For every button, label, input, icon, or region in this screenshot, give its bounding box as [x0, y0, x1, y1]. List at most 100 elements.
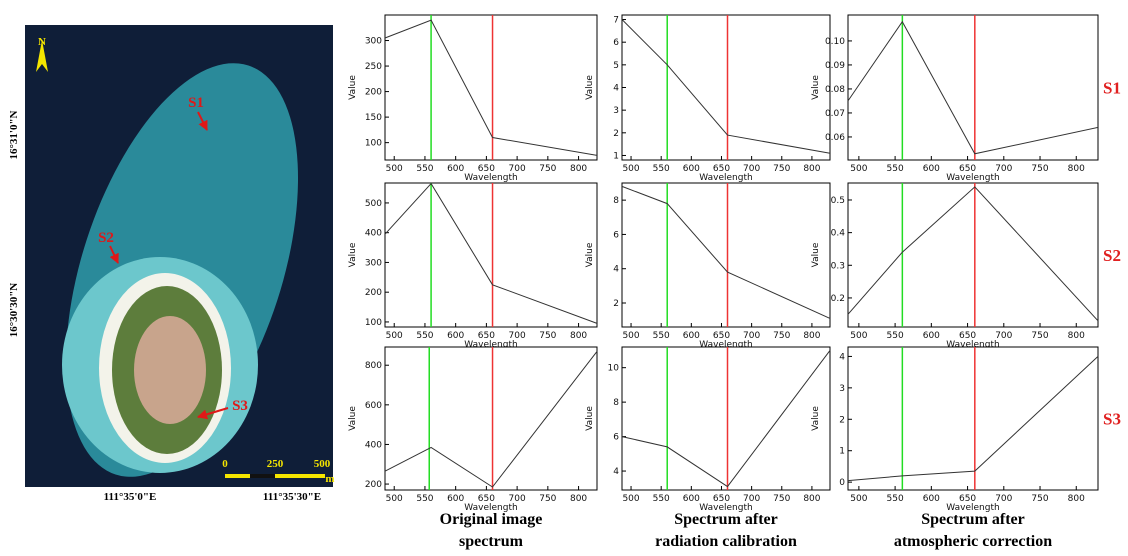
x-tick-label: 600 [923, 164, 940, 174]
x-tick-label: 650 [478, 164, 495, 174]
spectrum-line [847, 186, 1099, 322]
column-title: Original image [440, 511, 543, 528]
lat-label: 16°30'30"N [8, 283, 20, 338]
x-tick-label: 550 [887, 331, 904, 341]
x-tick-label: 750 [1031, 331, 1048, 341]
x-tick-label: 750 [1031, 494, 1048, 504]
y-tick-label: 0.2 [831, 294, 845, 304]
north-label: N [38, 36, 46, 48]
plot-frame [621, 346, 831, 491]
x-tick-label: 700 [995, 164, 1012, 174]
spectrum-line [621, 185, 831, 319]
arrow [197, 111, 208, 131]
lon-label: 111°35'0"E [104, 491, 157, 503]
x-tick-label: 750 [539, 494, 556, 504]
x-axis-label: Wavelength [946, 173, 999, 183]
y-tick-label: 300 [365, 258, 382, 268]
x-tick-label: 600 [923, 494, 940, 504]
x-tick-label: 550 [416, 494, 433, 504]
y-tick-label: 800 [365, 361, 382, 371]
y-tick-label: 5 [613, 61, 619, 71]
column-title: Spectrum after [921, 511, 1025, 528]
x-tick-label: 600 [683, 331, 700, 341]
column-title: atmospheric correction [894, 533, 1052, 550]
y-axis-label: Value [811, 75, 821, 100]
y-tick-label: 1 [839, 447, 845, 457]
y-tick-label: 300 [365, 37, 382, 47]
island-center [134, 316, 206, 424]
spectrum-line [384, 351, 598, 488]
plot-frame [384, 182, 598, 328]
y-tick-label: 1 [613, 151, 619, 161]
x-tick-label: 500 [850, 164, 867, 174]
x-tick-label: 600 [447, 164, 464, 174]
x-tick-label: 550 [653, 164, 670, 174]
y-tick-label: 8 [613, 196, 619, 206]
y-tick-label: 0.10 [825, 37, 845, 47]
x-tick-label: 500 [622, 164, 639, 174]
x-tick-label: 700 [743, 164, 760, 174]
x-tick-label: 700 [743, 331, 760, 341]
plot-frame [847, 346, 1099, 491]
lon-label: 111°35'30"E [263, 491, 321, 503]
x-tick-label: 800 [1068, 494, 1085, 504]
x-tick-label: 550 [416, 331, 433, 341]
scale-bar [275, 474, 325, 478]
x-tick-label: 500 [622, 331, 639, 341]
column-title: spectrum [459, 533, 524, 550]
x-tick-label: 750 [773, 164, 790, 174]
x-axis-label: Wavelength [699, 173, 752, 183]
y-tick-label: 8 [613, 398, 619, 408]
x-tick-label: 750 [773, 494, 790, 504]
x-axis-label: Wavelength [464, 503, 517, 513]
x-tick-label: 650 [959, 494, 976, 504]
north-arrow [36, 40, 48, 72]
y-tick-label: 3 [613, 106, 619, 116]
x-tick-label: 800 [803, 164, 820, 174]
scale-bar [225, 474, 250, 478]
y-axis-label: Value [585, 406, 595, 431]
y-axis-label: Value [585, 75, 595, 100]
y-tick-label: 150 [365, 113, 382, 123]
plot-frame [847, 182, 1099, 328]
scale-bar [250, 474, 275, 478]
y-tick-label: 400 [365, 440, 382, 450]
x-tick-label: 700 [509, 494, 526, 504]
x-tick-label: 800 [570, 331, 587, 341]
y-tick-label: 100 [365, 139, 382, 149]
y-tick-label: 6 [613, 230, 619, 240]
x-axis-label: Wavelength [464, 340, 517, 350]
y-tick-label: 0.08 [825, 85, 845, 95]
satellite-map: N S1 S2 S3 0 250 500 m 16°31'0"N 16°30'3… [8, 25, 335, 503]
plot-frame [621, 182, 831, 328]
plot-frame [621, 14, 831, 161]
x-tick-label: 500 [622, 494, 639, 504]
y-tick-label: 4 [613, 84, 619, 94]
y-tick-label: 2 [613, 299, 619, 309]
x-tick-label: 500 [386, 494, 403, 504]
scale-label: 500 [314, 458, 331, 470]
x-tick-label: 750 [539, 331, 556, 341]
x-tick-label: 500 [386, 164, 403, 174]
y-tick-label: 250 [365, 62, 382, 72]
arrow [197, 407, 229, 420]
x-tick-label: 550 [887, 164, 904, 174]
arrow [109, 245, 119, 264]
row-label: S2 [1103, 246, 1121, 265]
spectrum-line [384, 19, 598, 156]
y-axis-label: Value [585, 242, 595, 267]
x-tick-label: 750 [539, 164, 556, 174]
plot-frame [384, 346, 598, 491]
y-axis-label: Value [811, 406, 821, 431]
y-tick-label: 4 [839, 352, 845, 362]
column-title: radiation calibration [655, 533, 797, 550]
lat-label: 16°31'0"N [8, 110, 20, 159]
x-tick-label: 700 [995, 331, 1012, 341]
scale-unit: m [325, 473, 334, 485]
x-tick-label: 600 [447, 494, 464, 504]
x-tick-label: 500 [386, 331, 403, 341]
x-tick-label: 800 [1068, 164, 1085, 174]
y-tick-label: 3 [839, 384, 845, 394]
x-axis-label: Wavelength [699, 503, 752, 513]
